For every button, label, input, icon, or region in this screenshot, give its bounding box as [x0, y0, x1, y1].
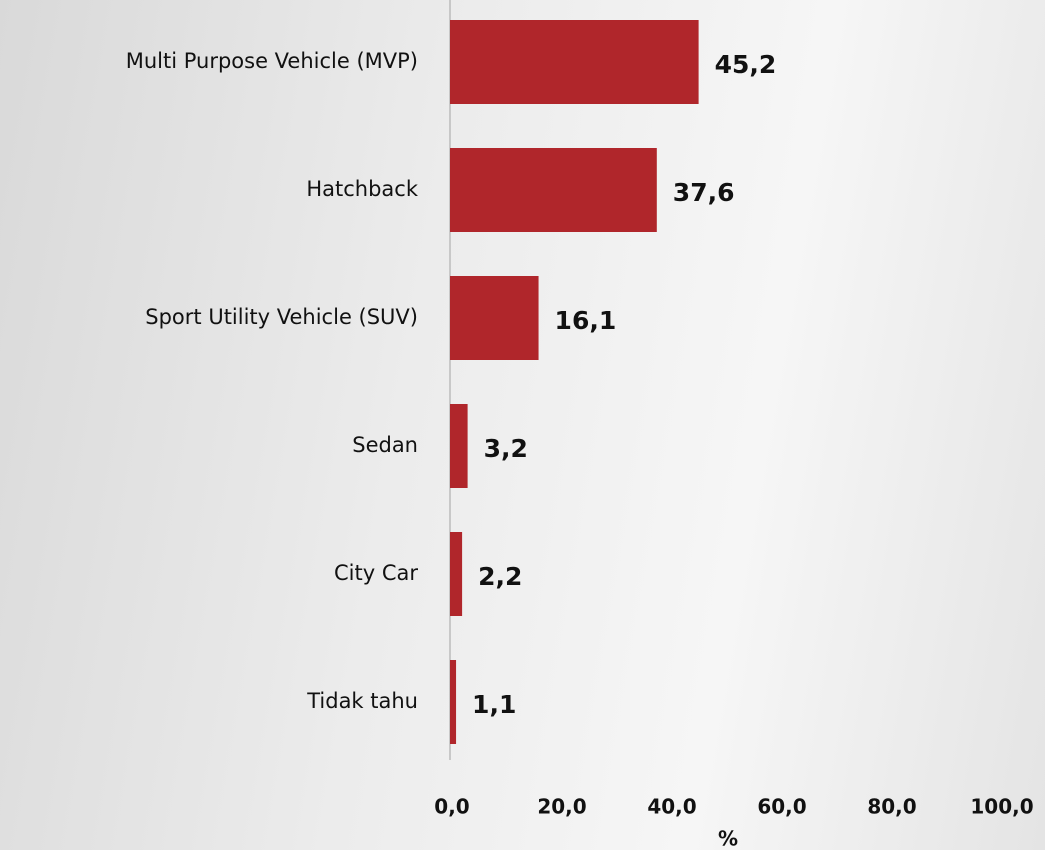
- x-axis-label: %: [718, 827, 738, 850]
- chart: % 0,0 20,0 40,0 60,0 80,0 100,0 Multi Purpose …: [0, 0, 1045, 850]
- value-label: 3,2: [484, 434, 528, 463]
- y-tick-label: Tidak tahu: [306, 689, 418, 713]
- y-tick-label: City Car: [334, 561, 418, 585]
- y-tick-label: Sport Utility Vehicle (SUV): [145, 305, 418, 329]
- x-tick-label: 80,0: [867, 795, 916, 819]
- x-tick-label: 20,0: [537, 795, 586, 819]
- y-tick-label: Multi Purpose Vehicle (MVP): [126, 49, 418, 73]
- bar: [450, 276, 539, 360]
- value-label: 16,1: [555, 306, 617, 335]
- value-label: 1,1: [472, 690, 516, 719]
- value-label: 45,2: [715, 50, 777, 79]
- x-tick-label: 60,0: [757, 795, 806, 819]
- bar: [450, 148, 657, 232]
- value-label: 37,6: [673, 178, 735, 207]
- x-tick-label: 100,0: [970, 795, 1033, 819]
- y-tick-label: Sedan: [352, 433, 418, 457]
- page: % 0,0 20,0 40,0 60,0 80,0 100,0 Multi Purpose …: [0, 0, 1045, 850]
- value-label: 2,2: [478, 562, 522, 591]
- bar: [450, 404, 468, 488]
- bar: [450, 532, 462, 616]
- y-tick-label: Hatchback: [306, 177, 418, 201]
- bar: [450, 20, 699, 104]
- x-tick-label: 40,0: [647, 795, 696, 819]
- bar: [450, 660, 456, 744]
- x-tick-label: 0,0: [434, 795, 469, 819]
